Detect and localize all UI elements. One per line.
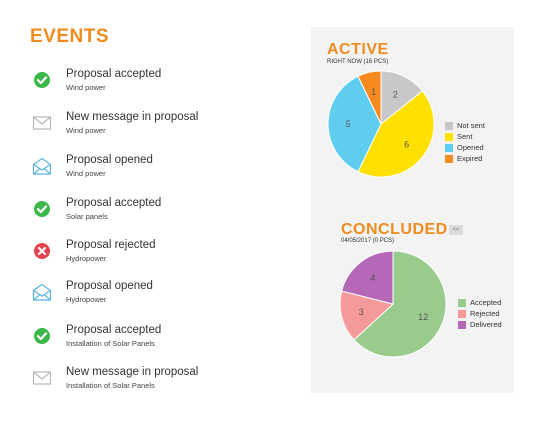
event-title: Proposal accepted [66,324,162,336]
event-title: New message in proposal [66,366,199,378]
active-title: ACTIVE [327,41,389,58]
pie-label: 5 [346,119,351,129]
check-icon [32,70,52,90]
pie-slice-sent[interactable] [357,90,435,178]
legend-swatch [445,155,453,163]
pie-label: 3 [359,307,364,317]
pie-slice-rejected[interactable] [339,290,395,341]
event-item[interactable]: New message in proposal Installation of S… [32,366,292,400]
event-item[interactable]: Proposal rejected Hydropower [32,239,292,273]
pie-label: 1 [371,87,376,97]
event-item[interactable]: New message in proposal Wind power [32,111,292,145]
event-item[interactable]: Proposal accepted Solar panels [32,197,292,231]
legend-label: Sent [457,132,473,141]
active-pie-chart: 2 6 5 1 [327,70,435,178]
legend-swatch [458,321,466,329]
check-icon [32,199,52,219]
pie-label: 6 [404,139,409,149]
back-button[interactable]: << [449,225,463,235]
legend-swatch [445,122,453,130]
event-title: New message in proposal [66,111,199,123]
legend-label: Accepted [470,298,502,307]
event-title: Proposal accepted [66,197,162,209]
pie-slice-delivered[interactable] [341,250,394,305]
event-subtitle: Installation of Solar Panels [66,339,155,348]
concluded-subtitle: 04/05/2017 (0 PCS) [341,238,395,244]
event-subtitle: Hydropower [66,254,107,263]
event-subtitle: Installation of Solar Panels [66,381,155,390]
event-title: Proposal accepted [66,68,162,80]
event-subtitle: Solar panels [66,212,108,221]
event-title: Proposal opened [66,280,153,292]
concluded-title: CONCLUDED [341,221,448,238]
pie-label: 12 [418,312,428,322]
pie-label: 2 [393,89,398,99]
pie-label: 4 [370,273,375,283]
legend-label: Delivered [470,320,502,329]
pie-slice-expired[interactable] [357,70,382,125]
legend-label: Expired [457,154,483,163]
legend-swatch [458,310,466,318]
legend-swatch [458,299,466,307]
pie-slice-accepted[interactable] [353,250,447,358]
event-subtitle: Wind power [66,83,106,92]
concluded-pie-chart: 12 3 4 [339,250,447,358]
legend-label: Rejected [470,309,500,318]
legend-label: Opened [457,143,484,152]
envelope-icon [32,368,52,388]
legend-swatch [445,133,453,141]
event-subtitle: Wind power [66,126,106,135]
event-item[interactable]: Proposal accepted Wind power [32,68,292,102]
event-title: Proposal opened [66,154,153,166]
active-subtitle: RIGHT NOW (16 PCS) [327,59,389,65]
event-item[interactable]: Proposal opened Hydropower [32,280,292,314]
stats-panel: ACTIVE RIGHT NOW (16 PCS) 2 6 5 1 Not sent S… [311,27,514,393]
legend-label: Not sent [457,121,485,130]
envelope-open-icon [32,282,52,302]
envelope-open-icon [32,156,52,176]
check-icon [32,326,52,346]
event-item[interactable]: Proposal accepted Installation of Solar P… [32,324,292,358]
events-title: EVENTS [30,26,110,47]
pie-slice-opened[interactable] [327,75,382,173]
event-title: Proposal rejected [66,239,156,251]
event-item[interactable]: Proposal opened Wind power [32,154,292,188]
legend-swatch [445,144,453,152]
event-subtitle: Hydropower [66,295,107,304]
envelope-icon [32,113,52,133]
cross-icon [32,241,52,261]
event-subtitle: Wind power [66,169,106,178]
